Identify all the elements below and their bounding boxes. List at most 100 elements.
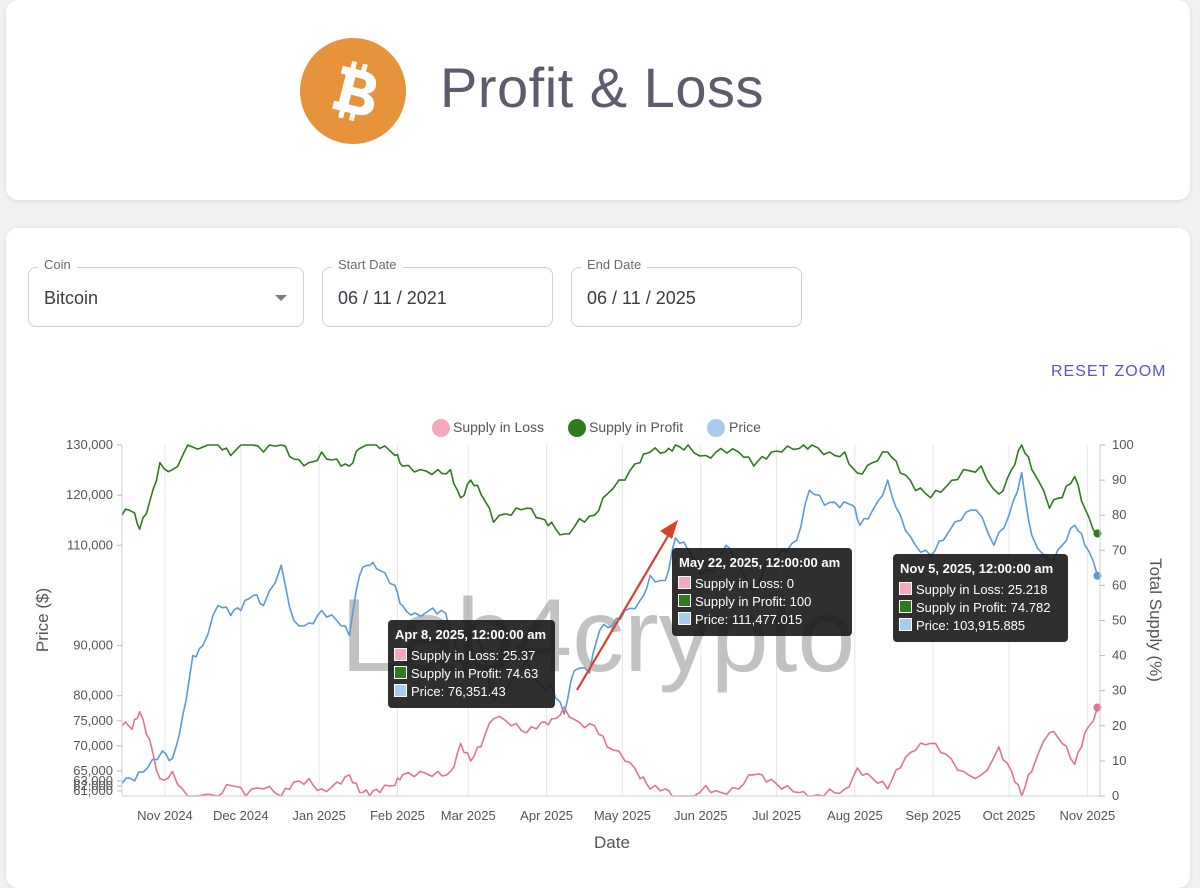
tooltip-loss-text: Supply in Loss: 25.218 [916, 582, 1048, 597]
tooltip-row-profit: Supply in Profit: 74.63 [394, 666, 547, 684]
x-tick-label: Nov 2025 [1060, 808, 1116, 823]
price-swatch [899, 618, 912, 631]
y-right-tick-label: 70 [1112, 542, 1126, 557]
legend-price-swatch[interactable] [707, 419, 725, 437]
y-left-tick-label: 65,000 [73, 763, 113, 778]
start-date-input[interactable]: Start Date 06 / 11 / 2021 [322, 257, 553, 327]
start-date-value: 06 / 11 / 2021 [338, 288, 447, 308]
y-left-tick-label: 75,000 [73, 713, 113, 728]
x-tick-label: May 2025 [594, 808, 651, 823]
tooltip-title: May 22, 2025, 12:00:00 am [679, 555, 841, 570]
profit-swatch [394, 666, 407, 679]
page-title: Profit & Loss [440, 56, 764, 119]
tooltip-price-text: Price: 111,477.015 [695, 612, 803, 627]
series-lines [121, 444, 1102, 797]
loss-swatch [678, 576, 691, 589]
y-right-tick-label: 90 [1112, 472, 1126, 487]
y-left-tick-label: 61,000 [73, 783, 113, 798]
y-right-tick-label: 100 [1112, 437, 1134, 452]
tooltip-title: Nov 5, 2025, 12:00:00 am [900, 561, 1054, 576]
series-line-supply-in-loss [121, 706, 1099, 797]
y-left-tick-label: 62,000 [73, 778, 113, 793]
y-right-tick-label: 0 [1112, 788, 1119, 803]
tooltip-price-text: Price: 103,915.885 [916, 618, 1026, 633]
profit-swatch [678, 594, 691, 607]
tooltip-row-profit: Supply in Profit: 100 [678, 594, 844, 612]
legend-loss-label[interactable]: Supply in Loss [453, 419, 544, 435]
y-right-tick-label: 20 [1112, 718, 1126, 733]
loss-swatch [899, 582, 912, 595]
x-tick-label: Sep 2025 [905, 808, 961, 823]
tooltip-profit-text: Supply in Profit: 74.63 [411, 666, 539, 681]
tooltip-row-loss: Supply in Loss: 25.37 [394, 648, 547, 666]
reset-zoom-button[interactable]: RESET ZOOM [1051, 363, 1167, 380]
tooltip-row-loss: Supply in Loss: 25.218 [899, 582, 1060, 600]
tooltip-row-profit: Supply in Profit: 74.782 [899, 600, 1060, 618]
start-date-label: Start Date [332, 257, 403, 272]
tooltip-apr-8: Apr 8, 2025, 12:00:00 am Supply in Loss:… [388, 620, 555, 708]
coin-value: Bitcoin [44, 288, 99, 308]
y-right-tick-label: 50 [1112, 613, 1126, 628]
coin-label: Coin [38, 257, 77, 272]
y-right-axis-title: Total Supply (%) [1146, 558, 1165, 682]
tooltip-loss-text: Supply in Loss: 25.37 [411, 648, 536, 663]
x-tick-label: Nov 2024 [137, 808, 193, 823]
x-tick-label: Jun 2025 [674, 808, 728, 823]
annotation-arrow-head [660, 520, 678, 539]
y-left-tick-label: 110,000 [67, 537, 113, 552]
series-line-supply-in-profit [121, 444, 1099, 536]
series-point-price [1093, 571, 1102, 580]
tooltip-row-price: Price: 111,477.015 [678, 612, 844, 630]
series-point-supply-in-loss [1093, 703, 1102, 712]
y-right-tick-label: 60 [1112, 577, 1126, 592]
legend-profit-label[interactable]: Supply in Profit [589, 419, 683, 435]
bitcoin-logo-icon [300, 38, 406, 144]
tooltip-nov-5: Nov 5, 2025, 12:00:00 am Supply in Loss:… [893, 554, 1068, 642]
x-tick-label: Jan 2025 [292, 808, 346, 823]
series-point-supply-in-profit [1093, 529, 1102, 538]
end-date-value: 06 / 11 / 2025 [587, 288, 696, 308]
tooltip-may-22: May 22, 2025, 12:00:00 am Supply in Loss… [672, 548, 852, 636]
y-right-tick-label: 80 [1112, 507, 1126, 522]
header-card: Profit & Loss [6, 0, 1190, 200]
tooltip-title: Apr 8, 2025, 12:00:00 am [395, 627, 547, 642]
y-right-tick-label: 40 [1112, 648, 1126, 663]
x-tick-label: Apr 2025 [520, 808, 573, 823]
legend-profit-swatch[interactable] [568, 419, 586, 437]
y-left-tick-label: 90,000 [73, 638, 113, 653]
series-line-price [121, 471, 1099, 784]
price-swatch [394, 684, 407, 697]
y-left-axis-title: Price ($) [33, 588, 52, 652]
legend-price-label[interactable]: Price [729, 419, 761, 435]
x-tick-label: Jul 2025 [752, 808, 801, 823]
tooltip-row-price: Price: 76,351.43 [394, 684, 547, 702]
x-axis-title: Date [594, 833, 630, 852]
y-left-tick-label: 120,000 [66, 487, 113, 502]
x-tick-label: Feb 2025 [370, 808, 425, 823]
tooltip-row-loss: Supply in Loss: 0 [678, 576, 844, 594]
loss-swatch [394, 648, 407, 661]
tooltip-price-text: Price: 76,351.43 [411, 684, 506, 699]
y-left-tick-label: 63,000 [73, 773, 113, 788]
tooltip-profit-text: Supply in Profit: 100 [695, 594, 812, 609]
x-tick-label: Oct 2025 [983, 808, 1036, 823]
y-left-tick-label: 80,000 [73, 688, 113, 703]
x-tick-label: Aug 2025 [827, 808, 883, 823]
y-left-tick-label: 130,000 [66, 437, 113, 452]
tooltip-profit-text: Supply in Profit: 74.782 [916, 600, 1051, 615]
end-date-input[interactable]: End Date 06 / 11 / 2025 [571, 257, 802, 327]
chevron-down-icon[interactable] [275, 295, 287, 301]
profit-swatch [899, 600, 912, 613]
y-right-tick-label: 30 [1112, 683, 1126, 698]
price-swatch [678, 612, 691, 625]
x-tick-label: Dec 2024 [213, 808, 269, 823]
legend-loss-swatch[interactable] [432, 419, 450, 437]
end-date-label: End Date [581, 257, 648, 272]
tooltip-row-price: Price: 103,915.885 [899, 618, 1060, 636]
y-right-tick-label: 10 [1112, 753, 1126, 768]
chart-legend[interactable]: Supply in Loss Supply in Profit Price [432, 419, 761, 437]
coin-select[interactable]: Coin Bitcoin [28, 257, 304, 327]
annotation-arrow-line [576, 535, 669, 691]
axes: Nov 2024 Dec 2024 Jan 2025 Feb 2025 Mar 2025… [66, 437, 1134, 823]
